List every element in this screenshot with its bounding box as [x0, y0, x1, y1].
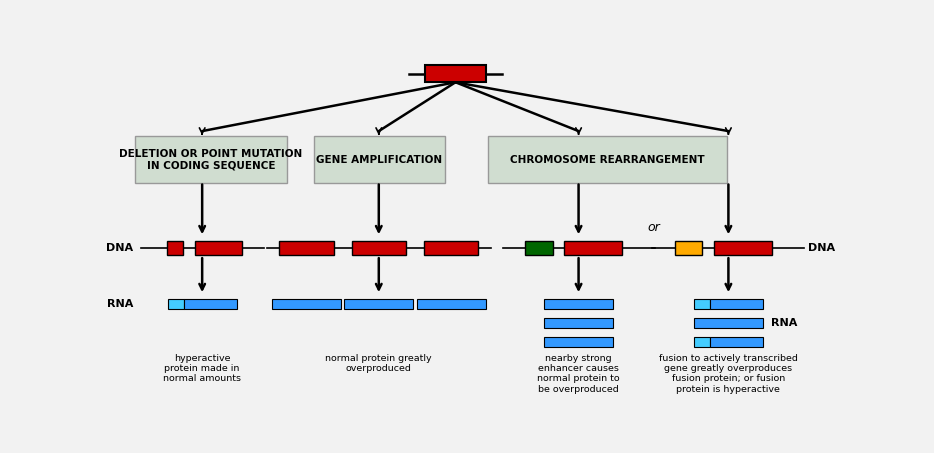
Bar	[279, 241, 333, 255]
Bar	[564, 241, 622, 255]
Bar	[710, 337, 763, 347]
Text: hyperactive
protein made in
normal amounts: hyperactive protein made in normal amoun…	[163, 354, 241, 383]
Text: or: or	[647, 221, 659, 233]
Bar	[351, 241, 406, 255]
Bar	[545, 299, 613, 309]
Text: RNA: RNA	[107, 299, 134, 309]
FancyBboxPatch shape	[488, 136, 727, 183]
Text: GENE AMPLIFICATION: GENE AMPLIFICATION	[317, 155, 443, 165]
Bar	[272, 299, 341, 309]
Bar	[194, 241, 242, 255]
Bar	[545, 318, 613, 328]
Bar	[710, 299, 763, 309]
Text: fusion to actively transcribed
gene greatly overproduces
fusion protein; or fusi: fusion to actively transcribed gene grea…	[659, 354, 798, 394]
Bar	[425, 65, 487, 82]
Text: nearby strong
enhancer causes
normal protein to
be overproduced: nearby strong enhancer causes normal pro…	[537, 354, 620, 394]
Bar	[166, 241, 183, 255]
Bar	[694, 318, 763, 328]
Text: DNA: DNA	[106, 243, 134, 253]
Text: CHROMOSOME REARRANGEMENT: CHROMOSOME REARRANGEMENT	[510, 155, 705, 165]
Bar	[525, 241, 553, 255]
Text: DNA: DNA	[808, 243, 835, 253]
Bar	[168, 299, 184, 309]
Bar	[714, 241, 771, 255]
Bar	[675, 241, 702, 255]
Bar	[694, 299, 710, 309]
Bar	[424, 241, 478, 255]
FancyBboxPatch shape	[315, 136, 445, 183]
Text: RNA: RNA	[771, 318, 798, 328]
Bar	[694, 337, 710, 347]
Text: normal protein greatly
overproduced: normal protein greatly overproduced	[325, 354, 432, 373]
FancyBboxPatch shape	[134, 136, 287, 183]
Bar	[417, 299, 486, 309]
Bar	[184, 299, 236, 309]
Bar	[545, 337, 613, 347]
Text: DELETION OR POINT MUTATION
IN CODING SEQUENCE: DELETION OR POINT MUTATION IN CODING SEQ…	[120, 149, 303, 171]
Bar	[345, 299, 413, 309]
